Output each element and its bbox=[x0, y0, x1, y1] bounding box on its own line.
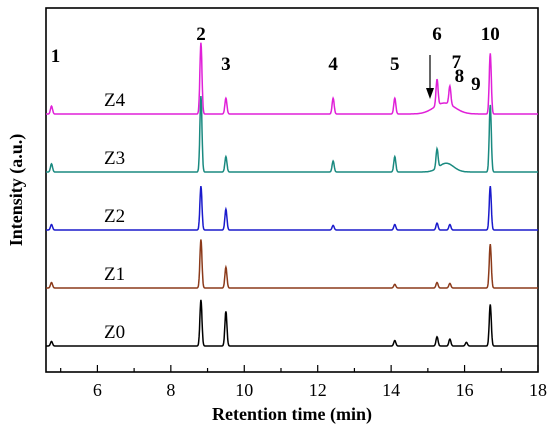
peak-label-2: 2 bbox=[196, 24, 206, 45]
peak-arrow-head bbox=[426, 88, 434, 99]
peak-label-7: 7 bbox=[452, 52, 462, 73]
trace-label-z4: Z4 bbox=[104, 90, 126, 111]
peak-label-6: 6 bbox=[432, 24, 442, 45]
x-tick-label: 10 bbox=[235, 380, 253, 400]
trace-group bbox=[46, 42, 538, 347]
trace-label-z1: Z1 bbox=[104, 264, 125, 285]
x-tick-label: 14 bbox=[382, 380, 400, 400]
x-tick-label: 8 bbox=[166, 380, 175, 400]
peak-label-5: 5 bbox=[390, 54, 400, 75]
peak-label-1: 1 bbox=[51, 46, 61, 67]
x-axis-ticks: 6 8 10 12 14 16 18 bbox=[60, 365, 547, 400]
x-tick-label: 12 bbox=[309, 380, 327, 400]
trace-z3 bbox=[46, 96, 538, 173]
trace-z2 bbox=[46, 185, 538, 231]
x-axis-title: Retention time (min) bbox=[212, 404, 372, 425]
trace-z4 bbox=[46, 42, 538, 115]
plot-frame bbox=[45, 7, 539, 373]
peak-label-9: 9 bbox=[471, 74, 481, 95]
trace-label-z0: Z0 bbox=[104, 322, 125, 343]
peak-label-4: 4 bbox=[328, 54, 338, 75]
peak-label-8: 8 bbox=[455, 66, 465, 87]
trace-label-z3: Z3 bbox=[104, 148, 125, 169]
x-tick-label: 16 bbox=[456, 380, 474, 400]
trace-z1 bbox=[46, 239, 538, 289]
y-axis-title: Intensity (a.u.) bbox=[6, 134, 27, 247]
peak-label-10: 10 bbox=[481, 24, 500, 45]
trace-label-group: Z4 Z3 Z2 Z1 Z0 bbox=[104, 90, 126, 343]
x-tick-label: 18 bbox=[529, 380, 547, 400]
trace-label-z2: Z2 bbox=[104, 206, 125, 227]
peak-label-3: 3 bbox=[221, 54, 231, 75]
trace-z0 bbox=[46, 299, 538, 347]
x-tick-label: 6 bbox=[93, 380, 102, 400]
